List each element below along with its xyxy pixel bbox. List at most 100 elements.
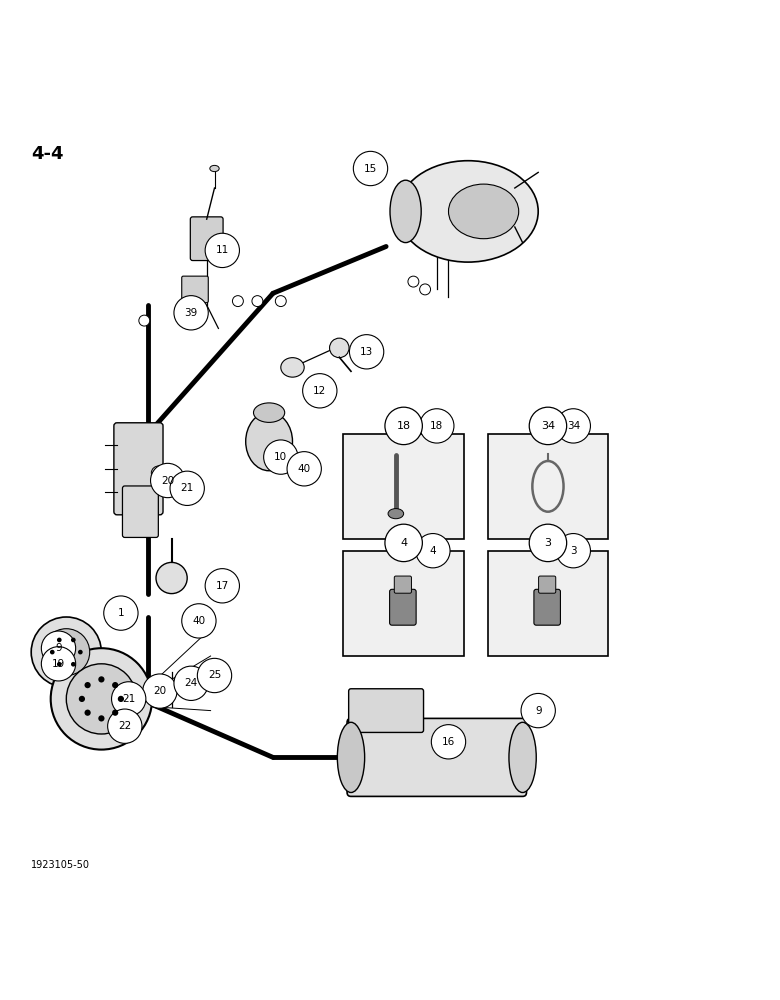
Text: 18: 18 xyxy=(431,421,443,431)
Circle shape xyxy=(79,696,85,702)
Text: 40: 40 xyxy=(298,464,310,474)
Ellipse shape xyxy=(448,184,519,239)
Ellipse shape xyxy=(167,481,184,495)
Circle shape xyxy=(71,638,76,642)
Text: 15: 15 xyxy=(364,164,377,174)
FancyBboxPatch shape xyxy=(114,423,163,515)
Circle shape xyxy=(57,662,62,667)
Circle shape xyxy=(43,629,90,676)
Text: 9: 9 xyxy=(55,643,62,653)
Text: 18: 18 xyxy=(396,421,411,431)
Circle shape xyxy=(57,638,62,642)
Circle shape xyxy=(556,409,590,443)
Circle shape xyxy=(151,463,185,498)
FancyBboxPatch shape xyxy=(538,576,555,593)
Circle shape xyxy=(205,233,239,268)
Text: 16: 16 xyxy=(442,737,455,747)
FancyBboxPatch shape xyxy=(347,718,526,796)
Bar xyxy=(343,551,464,656)
Circle shape xyxy=(108,709,142,743)
Ellipse shape xyxy=(210,165,219,172)
Circle shape xyxy=(112,682,119,688)
Circle shape xyxy=(431,725,466,759)
Circle shape xyxy=(303,374,337,408)
Text: 13: 13 xyxy=(360,347,373,357)
Circle shape xyxy=(385,407,423,445)
Text: 19: 19 xyxy=(52,659,65,669)
Circle shape xyxy=(521,693,555,728)
Text: 20: 20 xyxy=(154,686,166,696)
Circle shape xyxy=(139,315,150,326)
Circle shape xyxy=(275,296,286,307)
Circle shape xyxy=(529,524,567,562)
Text: 12: 12 xyxy=(314,386,326,396)
FancyBboxPatch shape xyxy=(394,576,412,593)
Ellipse shape xyxy=(246,412,292,471)
Circle shape xyxy=(112,682,146,716)
Circle shape xyxy=(51,648,152,750)
Circle shape xyxy=(112,710,119,716)
Circle shape xyxy=(174,296,208,330)
Ellipse shape xyxy=(151,466,168,480)
Bar xyxy=(488,551,608,656)
Text: 20: 20 xyxy=(161,476,174,486)
Ellipse shape xyxy=(281,358,304,377)
Circle shape xyxy=(287,452,321,486)
Ellipse shape xyxy=(509,722,536,792)
Circle shape xyxy=(408,276,419,287)
Circle shape xyxy=(556,534,590,568)
Text: 4: 4 xyxy=(400,538,407,548)
Circle shape xyxy=(50,650,55,654)
Circle shape xyxy=(84,710,90,716)
Text: 22: 22 xyxy=(119,721,131,731)
FancyBboxPatch shape xyxy=(190,217,223,261)
Text: 1: 1 xyxy=(118,608,124,618)
Text: 39: 39 xyxy=(185,308,197,318)
Bar xyxy=(488,434,608,539)
Text: 1923105-50: 1923105-50 xyxy=(31,860,90,870)
Text: 3: 3 xyxy=(544,538,551,548)
Circle shape xyxy=(232,296,243,307)
Circle shape xyxy=(420,284,431,295)
Text: 25: 25 xyxy=(208,670,221,680)
FancyBboxPatch shape xyxy=(182,276,208,303)
Text: 17: 17 xyxy=(216,581,229,591)
Circle shape xyxy=(41,647,76,681)
Text: 24: 24 xyxy=(185,678,197,688)
Circle shape xyxy=(78,650,83,654)
Circle shape xyxy=(416,534,450,568)
Text: 21: 21 xyxy=(181,483,193,493)
Ellipse shape xyxy=(398,161,538,262)
Text: 4-4: 4-4 xyxy=(31,145,64,163)
Ellipse shape xyxy=(329,338,349,358)
Circle shape xyxy=(41,631,76,665)
Text: 10: 10 xyxy=(275,452,287,462)
Circle shape xyxy=(118,696,124,702)
Ellipse shape xyxy=(156,562,187,594)
Circle shape xyxy=(143,674,177,708)
Circle shape xyxy=(349,335,384,369)
FancyBboxPatch shape xyxy=(389,589,417,625)
Ellipse shape xyxy=(254,403,285,422)
Circle shape xyxy=(98,715,105,722)
Text: 9: 9 xyxy=(535,706,541,716)
Circle shape xyxy=(529,407,567,445)
Circle shape xyxy=(420,409,454,443)
Circle shape xyxy=(264,440,298,474)
Circle shape xyxy=(252,296,263,307)
Text: 3: 3 xyxy=(570,546,576,556)
Circle shape xyxy=(98,676,105,683)
FancyBboxPatch shape xyxy=(534,589,560,625)
Text: 4: 4 xyxy=(430,546,436,556)
Text: 21: 21 xyxy=(122,694,135,704)
Circle shape xyxy=(205,569,239,603)
Text: 11: 11 xyxy=(216,245,229,255)
Circle shape xyxy=(182,604,216,638)
Text: 34: 34 xyxy=(567,421,580,431)
Circle shape xyxy=(170,471,204,505)
Ellipse shape xyxy=(388,509,404,519)
Circle shape xyxy=(385,524,423,562)
Text: 34: 34 xyxy=(541,421,555,431)
Circle shape xyxy=(71,662,76,667)
Ellipse shape xyxy=(390,180,421,243)
